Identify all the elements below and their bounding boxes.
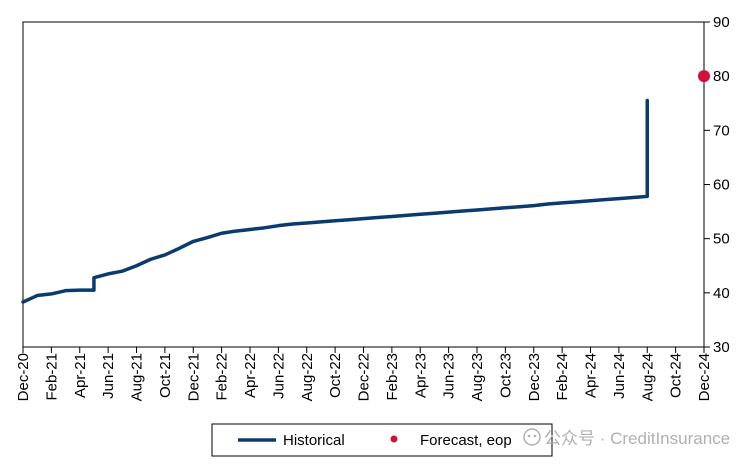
x-tick-label: Apr-23	[412, 353, 429, 398]
data-point-historical	[519, 206, 521, 208]
data-point-historical	[50, 293, 52, 295]
x-tick-label: Dec-21	[185, 353, 202, 401]
data-point-historical	[377, 217, 379, 219]
watermark-text: 公众号 · CreditInsurance	[544, 429, 730, 448]
data-point-historical	[618, 198, 620, 200]
y-tick-label: 90	[713, 14, 730, 31]
data-point-historical	[632, 197, 634, 198]
data-point-historical	[533, 205, 535, 207]
x-tick-label: Dec-24	[696, 353, 713, 401]
data-point-historical	[277, 225, 279, 227]
data-point-historical	[363, 218, 364, 220]
x-tick-label: Jun-24	[611, 353, 628, 399]
data-point-historical	[164, 254, 166, 256]
data-point-historical	[65, 290, 67, 292]
data-point-historical	[320, 221, 322, 223]
data-point-historical	[292, 223, 294, 225]
x-tick-label: Apr-21	[72, 353, 89, 398]
data-point-historical	[575, 201, 577, 203]
data-point-historical	[235, 230, 237, 232]
data-point-historical	[391, 215, 393, 217]
data-point-historical	[448, 211, 450, 213]
data-point-historical	[93, 277, 95, 279]
data-point-forecast-eop	[698, 70, 710, 83]
wechat-icon-dot	[527, 434, 531, 438]
data-point-historical	[590, 200, 591, 202]
x-tick-label: Oct-22	[327, 353, 344, 398]
y-tick-label: 80	[713, 68, 730, 85]
x-tick-label: Aug-21	[129, 353, 146, 401]
data-point-historical	[178, 247, 180, 249]
data-point-historical	[547, 203, 549, 205]
data-point-historical	[504, 207, 506, 209]
x-tick-label: Feb-24	[554, 353, 571, 401]
watermark: 公众号 · CreditInsurance	[523, 428, 730, 448]
y-axis: 30 40 50 60 70 80 90	[704, 14, 730, 356]
data-point-historical	[490, 208, 492, 210]
x-tick-label: Dec-20	[15, 353, 32, 401]
plot-area	[22, 21, 705, 348]
data-point-historical	[107, 273, 109, 275]
x-tick-label: Feb-22	[214, 353, 231, 401]
data-point-historical	[419, 213, 421, 215]
legend-label-historical: Historical	[283, 432, 345, 449]
data-point-historical	[263, 227, 265, 229]
series-layer	[21, 70, 710, 304]
y-tick-label: 70	[713, 122, 730, 139]
wechat-icon-dot	[533, 434, 537, 438]
x-tick-label: Aug-23	[469, 353, 486, 401]
x-tick-label: Jun-22	[270, 353, 287, 399]
data-point-historical	[561, 202, 563, 204]
data-point-historical	[192, 240, 194, 242]
data-point-historical	[646, 100, 648, 102]
x-tick-label: Oct-23	[497, 353, 514, 398]
wechat-icon	[523, 428, 541, 446]
data-point-historical	[476, 209, 478, 211]
x-tick-label: Aug-22	[299, 353, 316, 401]
y-tick-label: 40	[713, 285, 730, 302]
x-axis: Dec-20 Feb-21 Apr-21 Jun-21 Aug-21 Oct-21 Dec-…	[15, 347, 713, 401]
data-point-historical	[22, 301, 24, 303]
x-tick-label: Feb-21	[43, 353, 60, 401]
data-point-historical	[334, 220, 336, 222]
data-point-historical	[221, 232, 223, 234]
x-tick-label: Jun-21	[100, 353, 117, 399]
data-point-historical	[36, 295, 38, 297]
x-tick-label: Dec-22	[356, 353, 373, 401]
data-point-historical	[150, 258, 152, 260]
legend-label-forecast: Forecast, eop	[420, 432, 512, 449]
x-tick-label: Dec-23	[526, 353, 543, 401]
y-tick-label: 50	[713, 231, 730, 248]
y-tick-label: 30	[713, 339, 730, 356]
data-point-historical	[646, 195, 648, 197]
x-tick-label: Oct-21	[157, 353, 174, 398]
x-tick-label: Apr-22	[242, 353, 259, 398]
data-point-historical	[206, 237, 208, 239]
y-tick-label: 60	[713, 177, 730, 194]
x-tick-label: Oct-24	[668, 353, 685, 398]
data-point-historical	[121, 270, 123, 272]
data-point-historical	[79, 289, 81, 291]
data-point-historical	[405, 214, 407, 216]
data-point-historical	[348, 219, 350, 221]
data-point-historical	[136, 265, 137, 267]
legend: Historical Forecast, eop	[211, 423, 553, 457]
data-point-historical	[306, 222, 308, 224]
data-point-historical	[433, 212, 435, 214]
data-point-historical	[462, 210, 464, 212]
legend-swatch-forecast	[390, 435, 398, 443]
data-point-historical	[249, 228, 251, 230]
x-tick-label: Aug-24	[639, 353, 656, 401]
data-point-historical	[604, 199, 606, 201]
x-tick-label: Jun-23	[441, 353, 458, 399]
x-tick-label: Feb-23	[384, 353, 401, 401]
x-tick-label: Apr-24	[583, 353, 600, 398]
data-point-historical	[93, 289, 95, 291]
